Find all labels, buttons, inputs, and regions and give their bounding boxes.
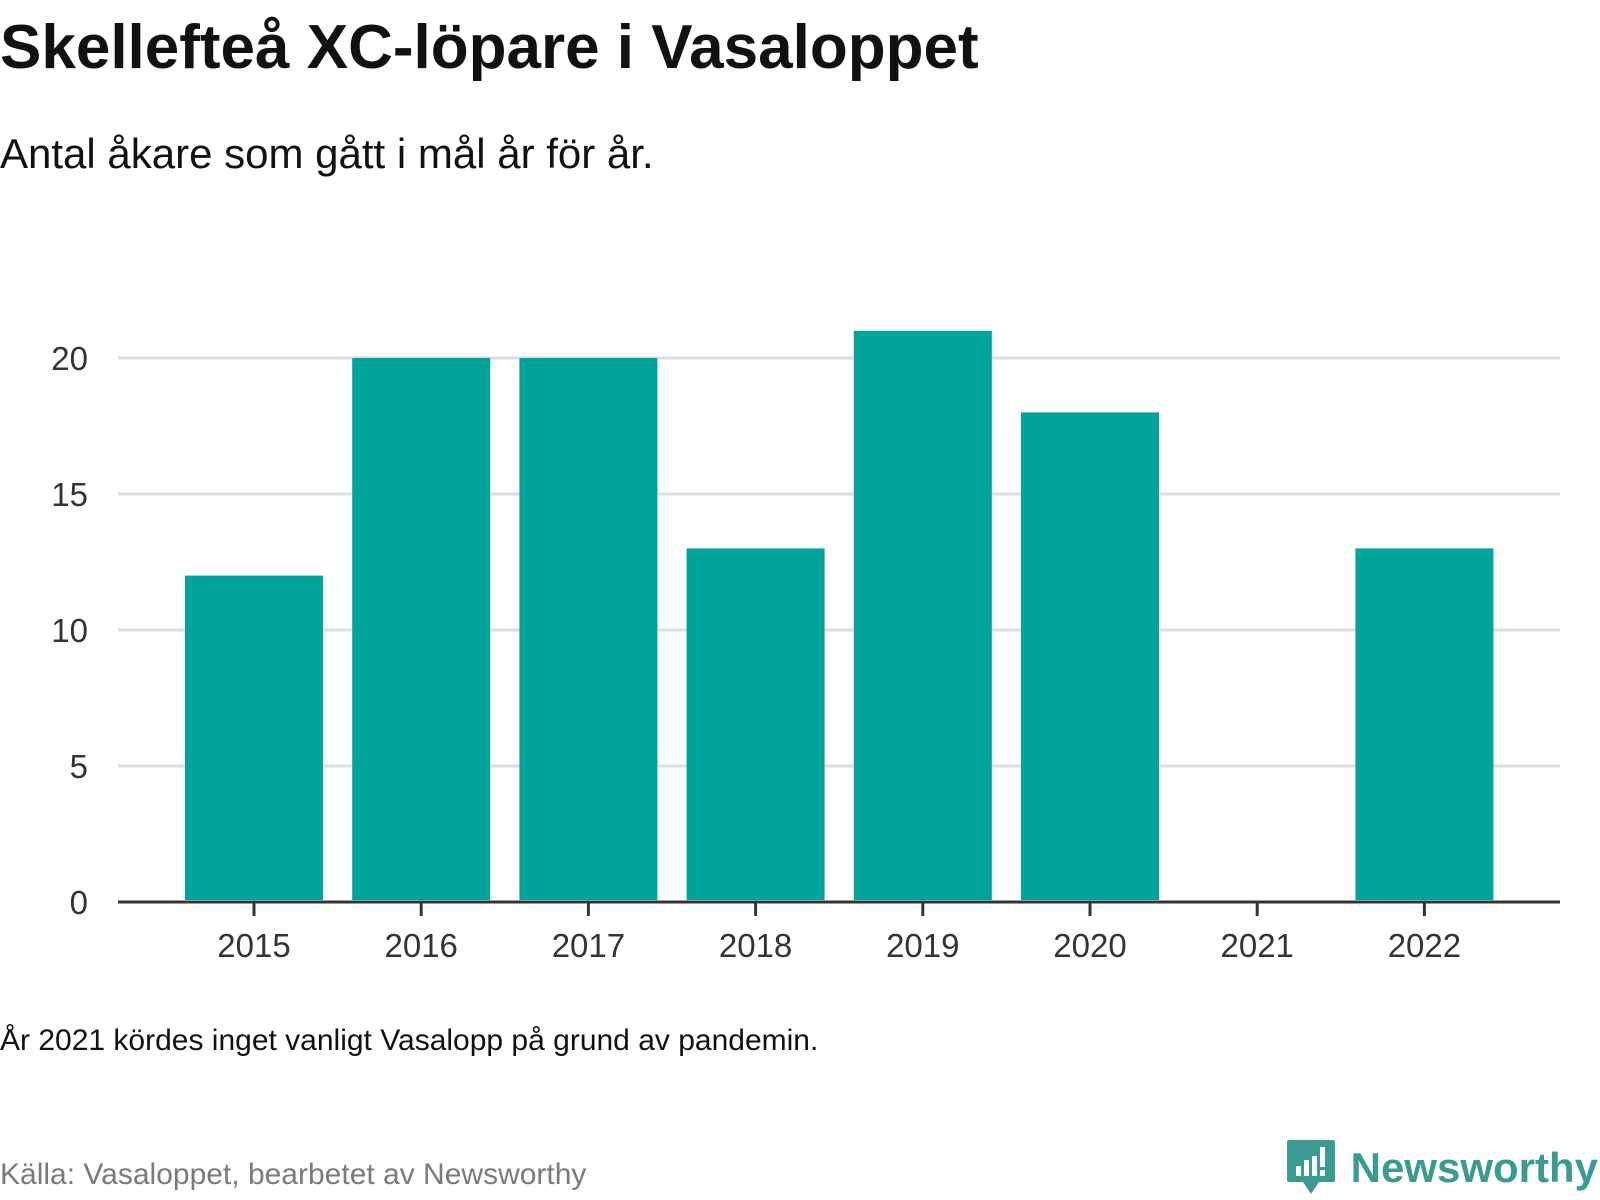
bar-2020 [1021,412,1159,900]
bar-2018 [686,548,825,900]
x-tick-label: 2017 [552,927,625,964]
brand-name: Newsworthy [1350,1144,1598,1191]
bar-2016 [352,358,491,900]
y-tick-label: 15 [51,476,88,513]
bar-chart: 0 5 10 15 20 2015 2016 2017 2018 2019 2020 2021 2022 [51,330,1560,964]
source-credit: Källa: Vasaloppet, bearbetet av Newswort… [0,1158,587,1191]
y-tick-label: 5 [70,748,88,785]
x-tick-label: 2020 [1053,927,1126,964]
y-tick-label: 0 [70,884,88,921]
newsworthy-logo-icon [1286,1140,1335,1194]
brand-logo: Newsworthy [1285,1138,1598,1198]
x-tick-label: 2019 [886,927,959,964]
x-tick-label: 2022 [1388,927,1461,964]
chart-title: Skellefteå XC-löpare i Vasaloppet [0,13,979,82]
bar-2015 [185,575,323,900]
bar-2017 [519,358,658,900]
x-tick-label: 2018 [719,927,792,964]
bar-2019 [853,330,992,900]
y-tick-label: 10 [51,612,88,649]
x-tick-label: 2015 [217,927,290,964]
y-tick-label: 20 [51,340,88,377]
bar-2022 [1355,548,1494,900]
x-tick-label: 2016 [384,927,457,964]
x-tick-label: 2021 [1220,927,1293,964]
chart-note: År 2021 kördes inget vanligt Vasalopp på… [0,1024,819,1057]
chart-subtitle: Antal åkare som gått i mål år för år. [0,130,654,177]
